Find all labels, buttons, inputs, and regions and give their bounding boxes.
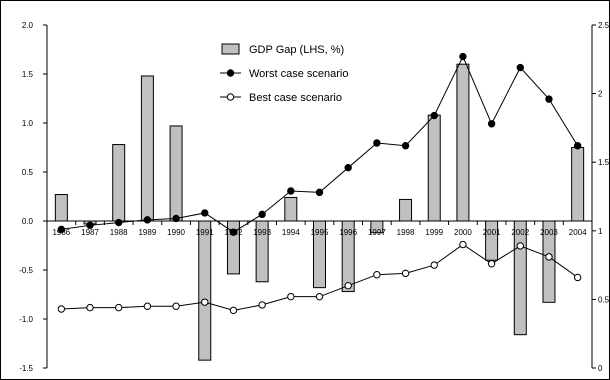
best-case-point: [344, 281, 352, 290]
gdp-gap-bar: [198, 220, 212, 361]
best-case-point: [258, 301, 266, 309]
y-left-tick-label: 2.0: [22, 21, 34, 30]
gdp-gap-bar: [456, 63, 470, 222]
y-right-tick-label: 2: [598, 90, 603, 99]
x-tick-label: 2000: [454, 228, 472, 237]
x-tick-label: 2001: [483, 228, 501, 237]
x-tick-label: 1988: [110, 228, 128, 237]
gdp-gap-bar: [513, 220, 527, 336]
worst-case-point: [459, 52, 467, 61]
x-tick-label: 1994: [282, 228, 300, 237]
best-case-point: [57, 305, 66, 313]
worst-case-point: [573, 142, 582, 150]
x-tick-label: 1997: [368, 228, 386, 237]
best-case-point: [516, 242, 524, 250]
gdp-gap-bar: [112, 144, 126, 222]
best-case-point: [430, 261, 438, 269]
gdp-gap-bar: [284, 196, 298, 222]
y-left-tick-label: -1.5: [19, 364, 33, 373]
x-tick-label: 1987: [81, 228, 99, 237]
legend-marker: [226, 93, 235, 101]
y-right-tick-label: 0: [598, 364, 603, 373]
best-case-point: [115, 303, 123, 312]
x-tick-label: 1993: [253, 228, 271, 237]
x-tick-label: 1998: [397, 228, 415, 237]
y-right-tick-label: 2.5: [598, 21, 610, 30]
x-tick-label: 1990: [167, 228, 185, 237]
worst-case-point: [315, 188, 324, 197]
best-case-point: [86, 303, 94, 312]
best-case-point: [229, 306, 238, 315]
best-case-point: [373, 271, 381, 279]
gdp-gap-bar: [571, 147, 585, 222]
best-case-point: [287, 292, 295, 301]
best-case-point: [545, 253, 553, 261]
x-tick-label: 2002: [511, 228, 529, 237]
worst-case-point: [545, 95, 553, 103]
worst-case-point: [516, 63, 524, 72]
worst-case-point: [258, 210, 266, 219]
worst-case-point: [115, 218, 123, 227]
best-case-point: [315, 292, 324, 301]
x-tick-label: 1991: [196, 228, 214, 237]
best-case-point: [487, 260, 496, 268]
legend-label: GDP Gap (LHS, %): [249, 44, 344, 56]
worst-case-point: [401, 142, 410, 150]
legend-marker: [226, 69, 235, 77]
best-case-point: [459, 240, 467, 249]
x-tick-label: 1999: [425, 228, 443, 237]
gdp-gap-bar: [399, 198, 413, 222]
x-tick-label: 2003: [540, 228, 558, 237]
worst-case-point: [57, 225, 66, 234]
worst-case-point: [373, 139, 381, 147]
worst-case-point: [143, 216, 152, 224]
legend-bar-swatch: [221, 43, 240, 55]
gdp-gap-bar: [54, 194, 68, 222]
worst-case-point: [229, 228, 238, 236]
gdp-gap-bar: [427, 114, 441, 222]
worst-case-point: [172, 214, 180, 223]
best-case-point: [172, 302, 180, 310]
best-case-point: [401, 269, 410, 278]
x-tick-label: 1996: [339, 228, 357, 237]
y-right-tick-label: 0.5: [598, 295, 610, 304]
worst-case-point: [430, 111, 438, 120]
gdp-gap-bar: [140, 75, 154, 222]
x-tick-label: 2004: [569, 228, 587, 237]
gdp-gap-bar: [485, 220, 499, 261]
y-right-tick-label: 1.5: [598, 158, 610, 167]
y-left-tick-label: 0.0: [22, 217, 34, 226]
worst-case-point: [86, 221, 94, 230]
best-case-point: [573, 273, 582, 282]
y-left-tick-label: -1.0: [19, 315, 33, 324]
gdp-gap-bar: [169, 125, 183, 222]
x-tick-label: 1995: [311, 228, 329, 237]
legend-label: Worst case scenario: [249, 68, 348, 80]
worst-case-point: [344, 163, 352, 172]
best-case-point: [201, 298, 209, 306]
best-case-point: [143, 302, 152, 310]
x-tick-label: 1989: [138, 228, 156, 237]
worst-case-line: [61, 55, 579, 233]
y-left-tick-label: 1.5: [22, 70, 34, 79]
y-left-tick-label: -0.5: [19, 266, 33, 275]
y-left-tick-label: 1.0: [22, 119, 34, 128]
y-left-tick-label: 0.5: [22, 168, 34, 177]
worst-case-point: [487, 120, 496, 128]
worst-case-point: [287, 187, 295, 195]
worst-case-point: [201, 209, 209, 217]
y-right-tick-label: 1: [598, 227, 603, 236]
legend-label: Best case scenario: [249, 92, 342, 104]
